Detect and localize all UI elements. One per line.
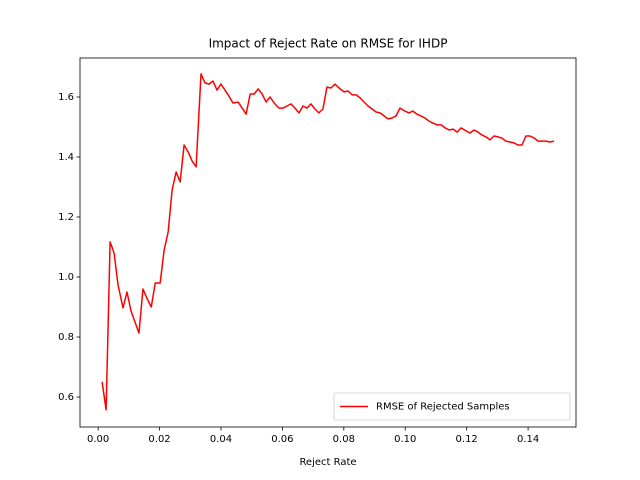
x-tick-label: 0.08	[333, 434, 355, 445]
legend-box	[333, 392, 571, 421]
legend-label: RMSE of Rejected Samples	[376, 402, 510, 413]
y-tick-label: 1.4	[58, 152, 74, 163]
y-tick-label: 0.6	[58, 392, 74, 403]
x-axis-label: Reject Rate	[299, 457, 356, 468]
x-tick-label: 0.02	[148, 434, 170, 445]
chart-title: Impact of Reject Rate on RMSE for IHDP	[209, 37, 448, 51]
y-tick-label: 1.2	[58, 212, 74, 223]
x-tick-label: 0.04	[210, 434, 232, 445]
plot-frame	[79, 57, 577, 428]
y-tick-label: 1.0	[58, 272, 74, 283]
x-tick-label: 0.12	[456, 434, 478, 445]
line	[101, 73, 555, 411]
x-tick-label: 0.14	[517, 434, 539, 445]
x-tick-label: 0.06	[271, 434, 293, 445]
x-tick-label: 0.10	[394, 434, 416, 445]
x-tick-label: 0.00	[87, 434, 109, 445]
y-tick-label: 1.6	[58, 92, 74, 103]
y-tick-label: 0.8	[58, 332, 74, 343]
